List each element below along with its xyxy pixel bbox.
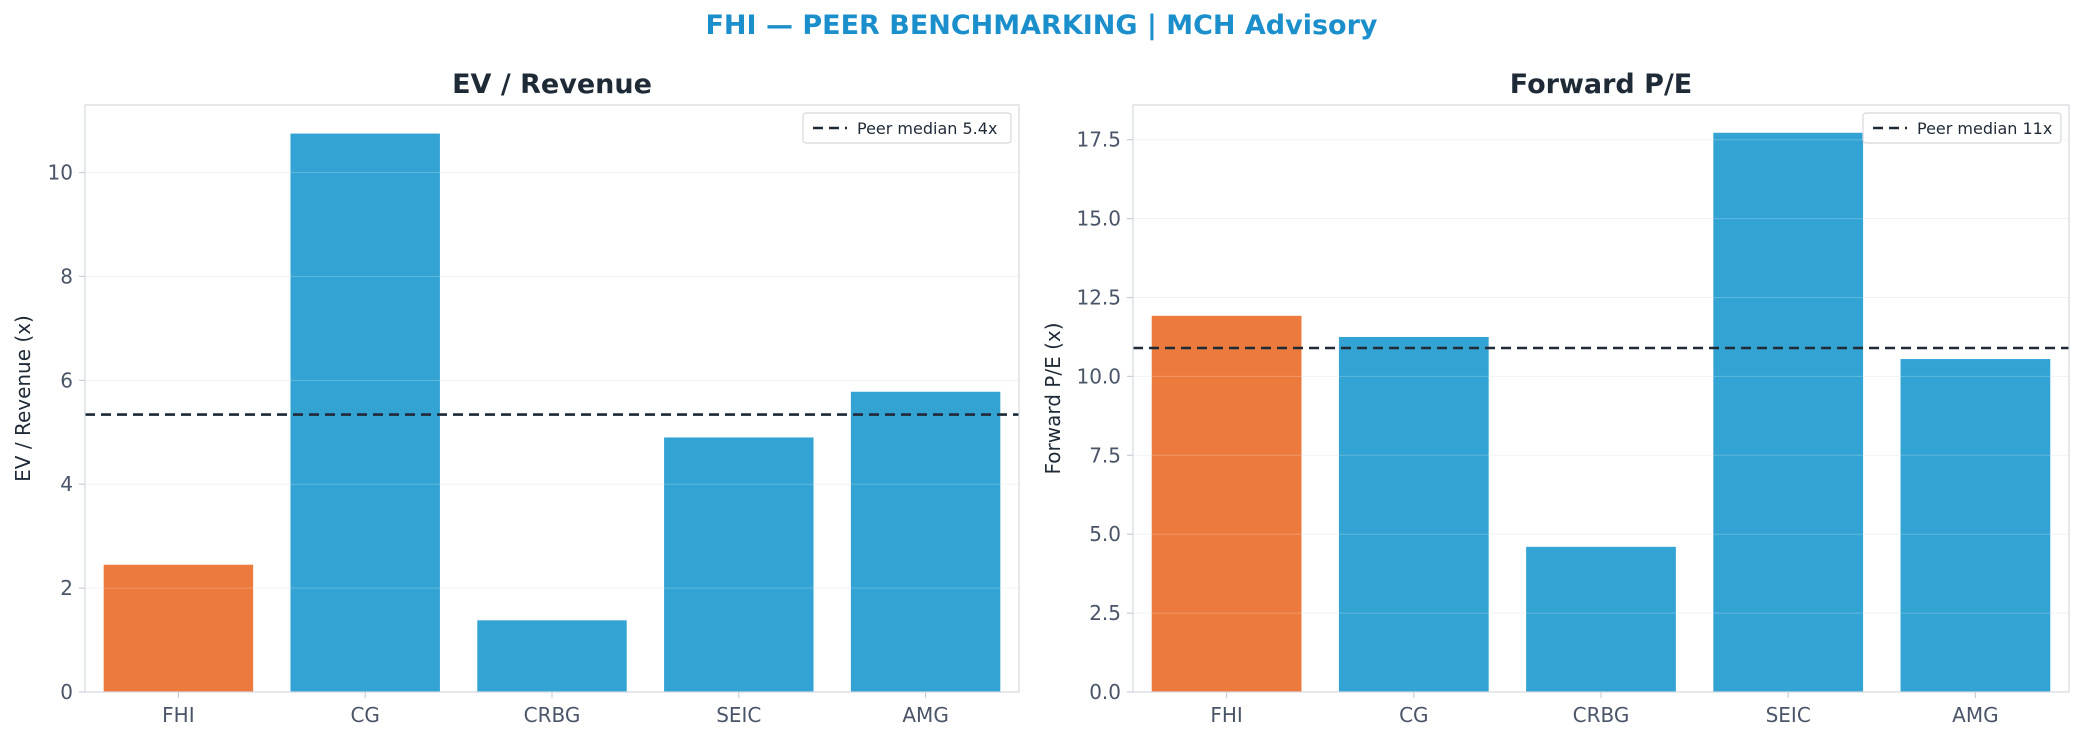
- y-tick-label: 10: [48, 161, 73, 185]
- figure-title: FHI — PEER BENCHMARKING | MCH Advisory: [705, 10, 1378, 41]
- x-tick-label-crbg: CRBG: [524, 703, 581, 727]
- y-tick-label: 15.0: [1076, 207, 1121, 231]
- x-tick-label-cg: CG: [1399, 703, 1428, 727]
- bar-fhi: [103, 564, 254, 692]
- y-axis-label: Forward P/E (x): [1041, 322, 1065, 474]
- forward-pe-chart: FHI CG CRBG SEIC AMG 0.0 2.5 5.0 7.5 10.0 12.5 15.0…: [1041, 69, 2070, 727]
- y-tick-label: 10.0: [1076, 364, 1121, 388]
- y-tick-label: 8: [60, 264, 73, 288]
- y-tick-label: 17.5: [1076, 128, 1121, 152]
- y-tick-label: 0.0: [1089, 680, 1121, 704]
- legend-label: Peer median 5.4x: [857, 119, 997, 138]
- axes-frame: [84, 104, 1020, 693]
- x-tick-label-amg: AMG: [1952, 703, 1998, 727]
- bar-amg: [850, 391, 1001, 692]
- bar-cg: [1338, 336, 1489, 692]
- y-tick-label: 6: [60, 368, 73, 392]
- y-tick-label: 5.0: [1089, 522, 1121, 546]
- y-tick-label: 7.5: [1089, 443, 1121, 467]
- x-tick-label-cg: CG: [350, 703, 379, 727]
- y-axis-label: EV / Revenue (x): [11, 315, 35, 482]
- legend-box: [802, 112, 1012, 144]
- bar-seic: [664, 437, 814, 692]
- legend: Peer median 11x: [1862, 112, 2062, 144]
- x-tick-label-seic: SEIC: [1766, 703, 1811, 727]
- ev-revenue-chart: FHI CG CRBG SEIC AMG 0 2 4 6 8 10 EV / Revenue EV / …: [11, 69, 1020, 727]
- x-tick-label-seic: SEIC: [716, 703, 761, 727]
- x-tick-label-crbg: CRBG: [1573, 703, 1630, 727]
- bar-fhi: [1151, 315, 1302, 692]
- chart-title: Forward P/E: [1510, 69, 1693, 100]
- y-tick-label: 2.5: [1089, 601, 1121, 625]
- x-tick-label-fhi: FHI: [162, 703, 194, 727]
- bar-crbg: [1526, 546, 1676, 692]
- y-tick-label: 2: [60, 576, 73, 600]
- y-tick-label: 12.5: [1076, 286, 1121, 310]
- bar-seic: [1713, 132, 1864, 693]
- x-tick-label-fhi: FHI: [1210, 703, 1242, 727]
- y-tick-label: 4: [60, 472, 73, 496]
- axes-frame: [1132, 104, 2070, 693]
- chart-title: EV / Revenue: [452, 69, 652, 100]
- bar-crbg: [477, 620, 627, 692]
- x-tick-label-amg: AMG: [902, 703, 948, 727]
- legend-box: [1862, 112, 2062, 144]
- y-tick-label: 0: [60, 680, 73, 704]
- legend-label: Peer median 11x: [1917, 119, 2052, 138]
- bar-cg: [290, 133, 440, 692]
- bar-amg: [1900, 359, 2051, 692]
- legend: Peer median 5.4x: [802, 112, 1012, 144]
